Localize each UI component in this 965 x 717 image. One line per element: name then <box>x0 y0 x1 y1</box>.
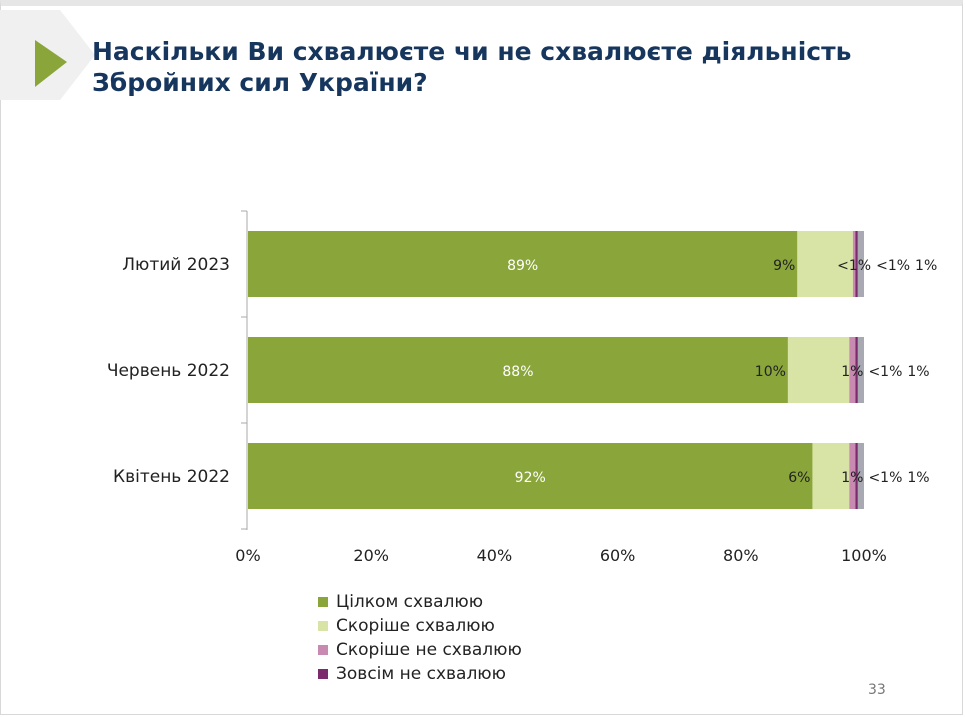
x-tick-label: 60% <box>600 546 636 565</box>
legend-item: Цілком схвалюю <box>318 590 522 614</box>
x-tick-label: 80% <box>723 546 759 565</box>
bar-segment <box>855 443 858 509</box>
x-tick-label: 20% <box>353 546 389 565</box>
data-label: <1% <box>868 470 902 486</box>
bar-segment <box>797 231 853 297</box>
legend-swatch <box>318 621 328 631</box>
legend-swatch <box>318 597 328 607</box>
x-tick-label: 40% <box>477 546 513 565</box>
bar-segment <box>248 337 788 403</box>
bar-segment <box>857 231 864 297</box>
page-number: 33 <box>868 682 886 698</box>
legend-label: Скоріше схвалюю <box>336 616 495 636</box>
title-line-1: Наскільки Ви схвалюєте чи не схвалюєте д… <box>92 37 852 66</box>
data-label: 1% <box>841 470 863 486</box>
data-label: 9% <box>773 258 795 274</box>
legend-item: Скоріше схвалюю <box>318 614 522 638</box>
data-label: 88% <box>502 364 533 380</box>
legend-swatch <box>318 669 328 679</box>
bar-segment <box>787 337 850 403</box>
bar-segment <box>812 443 850 509</box>
bar-segment <box>857 337 864 403</box>
slide-title: Наскільки Ви схвалюєте чи не схвалюєте д… <box>92 36 851 98</box>
category-label: Квітень 2022 <box>113 467 230 487</box>
x-tick-label: 0% <box>235 546 260 565</box>
title-line-2: Збройних сил України? <box>92 68 428 97</box>
bar-segment <box>857 443 864 509</box>
data-label: <1% <box>837 258 871 274</box>
data-label: 6% <box>788 470 810 486</box>
bar-segment <box>855 231 858 297</box>
bar-segment <box>852 231 856 297</box>
data-label: 10% <box>755 364 786 380</box>
bar-segment <box>849 443 856 509</box>
data-label: 1% <box>841 364 863 380</box>
data-label: 1% <box>907 470 929 486</box>
data-label: 1% <box>907 364 929 380</box>
data-label: <1% <box>876 258 910 274</box>
data-label: 1% <box>915 258 937 274</box>
bar-segment <box>248 231 798 297</box>
bar-segment <box>248 443 813 509</box>
data-label: 92% <box>515 470 546 486</box>
legend-item: Зовсім не схвалюю <box>318 662 522 686</box>
legend-label: Скоріше не схвалюю <box>336 640 522 660</box>
legend-label: Зовсім не схвалюю <box>336 664 506 684</box>
data-label: 89% <box>507 258 538 274</box>
green-triangle-icon <box>35 40 67 87</box>
data-label: <1% <box>868 364 902 380</box>
bar-segment <box>855 337 858 403</box>
category-label: Червень 2022 <box>107 361 230 381</box>
category-label: Лютий 2023 <box>122 255 230 275</box>
legend-swatch <box>318 645 328 655</box>
bar-segment <box>849 337 856 403</box>
legend-item: Скоріше не схвалюю <box>318 638 522 662</box>
x-tick-label: 100% <box>841 546 887 565</box>
legend-label: Цілком схвалюю <box>336 592 484 612</box>
slide-decoration <box>0 10 95 100</box>
chart-legend: Цілком схвалюю Скоріше схвалюю Скоріше не … <box>318 590 522 686</box>
